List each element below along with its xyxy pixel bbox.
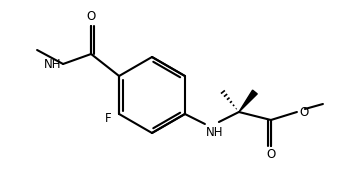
Text: O: O [266, 148, 275, 161]
Text: NH: NH [206, 126, 223, 139]
Polygon shape [239, 90, 257, 112]
Text: NH: NH [44, 59, 61, 72]
Text: F: F [104, 112, 111, 125]
Text: O: O [86, 10, 96, 23]
Text: O: O [299, 106, 308, 119]
